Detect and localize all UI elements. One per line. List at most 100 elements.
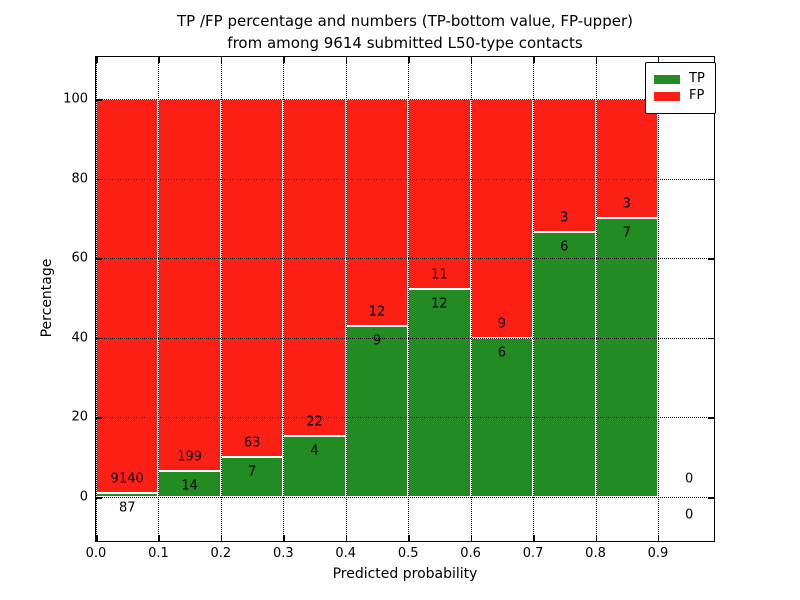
x-tick-label: 0.7 — [522, 546, 544, 561]
fp-count-label: 63 — [243, 435, 261, 451]
horizontal-gridline — [96, 258, 713, 260]
y-tick-label: 60 — [71, 250, 88, 266]
horizontal-gridline — [96, 178, 713, 180]
y-tick-mark — [96, 337, 102, 340]
tp-bar-segment — [408, 289, 471, 497]
chart-title-line-1: TP /FP percentage and numbers (TP-bottom… — [177, 12, 633, 30]
fp-count-label: 3 — [560, 210, 569, 226]
x-tick-mark — [96, 57, 98, 63]
y-tick-mark — [96, 258, 102, 260]
x-tick-mark — [408, 535, 410, 541]
vertical-gridline — [595, 57, 597, 540]
vertical-gridline — [470, 57, 472, 540]
fp-bar-segment — [345, 99, 409, 327]
x-axis-label: Predicted probability — [332, 566, 478, 582]
horizontal-gridline — [96, 417, 713, 419]
fp-count-label: 11 — [431, 267, 448, 283]
x-tick-mark — [158, 57, 160, 63]
x-tick-label: 0.5 — [397, 546, 419, 561]
x-tick-mark — [470, 535, 473, 541]
x-tick-mark — [283, 535, 285, 541]
vertical-gridline — [158, 57, 160, 540]
y-tick-label: 0 — [79, 489, 88, 505]
fp-count-label: 3 — [622, 196, 631, 212]
fp-bar-segment — [595, 99, 658, 219]
tp-count-label: 6 — [560, 239, 569, 255]
x-tick-mark — [657, 57, 660, 63]
fp-count-label: 9140 — [110, 471, 144, 487]
x-tick-mark — [595, 535, 598, 541]
y-tick-mark — [708, 417, 714, 419]
tp-bar-segment — [283, 435, 346, 497]
plot-area: 9140 87 199 14 63 7 22 4 12 9 11 12 9 6 3 6 3 7 0 0 — [95, 56, 715, 542]
tp-count-label: 87 — [118, 500, 136, 516]
y-tick-label: 100 — [63, 91, 88, 107]
fp-bar-segment — [283, 99, 346, 436]
fp-count-label: 12 — [368, 304, 386, 320]
fp-count-label: 9 — [497, 316, 506, 332]
y-tick-mark — [96, 417, 102, 419]
y-tick-mark — [708, 337, 714, 340]
x-tick-mark — [345, 535, 348, 541]
y-tick-mark — [708, 497, 714, 499]
x-tick-label: 0.3 — [272, 546, 294, 561]
vertical-gridline — [96, 57, 97, 540]
x-tick-mark — [470, 57, 473, 63]
y-tick-mark — [96, 497, 102, 499]
x-tick-label: 0.8 — [585, 546, 606, 561]
x-tick-mark — [345, 57, 348, 63]
y-axis-label: Percentage — [39, 258, 55, 338]
tp-count-label: 0 — [685, 507, 694, 523]
vertical-gridline — [283, 57, 285, 540]
x-tick-mark — [220, 535, 223, 541]
tp-count-label: 7 — [247, 464, 257, 480]
tp-bar-segment — [595, 218, 658, 497]
chart-title-line-2: from among 9614 submitted L50-type conta… — [227, 34, 583, 52]
tp-count-label: 12 — [431, 296, 448, 312]
horizontal-gridline — [96, 337, 713, 339]
x-tick-label: 0.1 — [148, 546, 169, 561]
fp-count-label: 0 — [685, 471, 694, 487]
vertical-gridline — [533, 57, 535, 540]
y-tick-mark — [96, 178, 102, 181]
vertical-gridline — [220, 57, 222, 540]
fp-bar-segment — [408, 99, 471, 290]
x-tick-label: 0.4 — [335, 546, 357, 561]
tp-count-label: 4 — [310, 443, 319, 459]
plot-canvas: 9140 87 199 14 63 7 22 4 12 9 11 12 9 6 3 6 3 7 0 0 — [96, 57, 714, 541]
x-tick-label: 0.0 — [85, 546, 107, 561]
legend-label-tp: TP — [689, 71, 705, 86]
fp-bar-segment — [158, 99, 221, 471]
y-tick-mark — [708, 258, 714, 260]
x-tick-label: 0.2 — [210, 546, 232, 561]
fp-bar-segment — [220, 99, 284, 458]
tp-count-label: 14 — [181, 478, 198, 494]
tp-count-label: 7 — [622, 225, 631, 241]
fp-count-label: 199 — [177, 449, 203, 465]
x-tick-mark — [533, 535, 535, 541]
y-tick-mark — [708, 178, 714, 181]
legend: TP FP — [645, 62, 716, 114]
x-tick-mark — [220, 57, 223, 63]
fp-bar-segment — [96, 99, 159, 494]
y-tick-label: 80 — [71, 171, 88, 187]
legend-entry-fp: FP — [654, 89, 707, 103]
y-tick-label: 40 — [71, 330, 88, 346]
x-tick-mark — [657, 535, 660, 541]
fp-count-label: 22 — [306, 414, 323, 430]
horizontal-gridline — [96, 497, 713, 498]
vertical-gridline — [657, 57, 659, 540]
x-tick-mark — [283, 57, 285, 63]
tp-count-label: 6 — [497, 345, 506, 361]
tp-bar-segment — [158, 470, 221, 497]
tp-count-label: 9 — [372, 333, 382, 349]
x-tick-mark — [158, 535, 160, 541]
y-tick-mark — [96, 99, 102, 101]
fp-bar-segment — [470, 99, 534, 338]
tp-bar-segment — [345, 326, 409, 497]
horizontal-gridline — [96, 99, 713, 100]
legend-entry-tp: TP — [654, 72, 707, 86]
x-tick-mark — [408, 57, 410, 63]
legend-label-fp: FP — [689, 88, 705, 103]
